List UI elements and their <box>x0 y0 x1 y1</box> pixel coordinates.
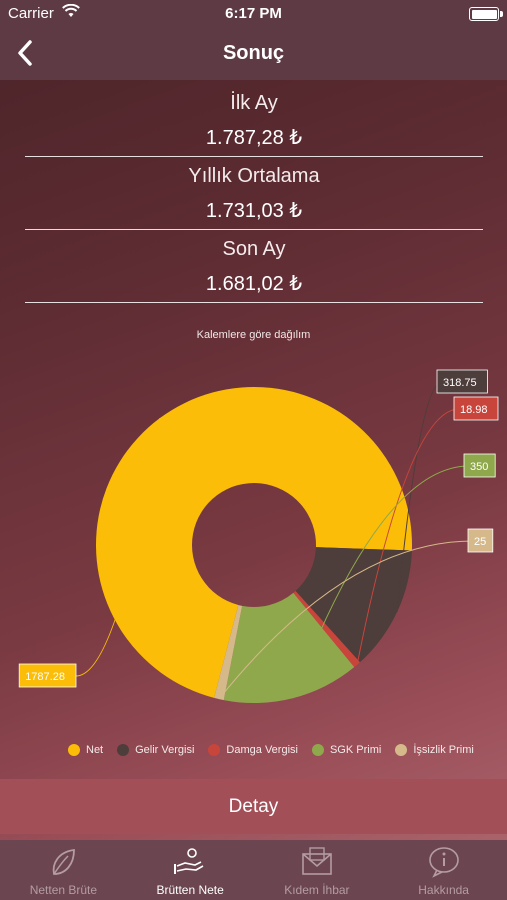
data-label-box <box>18 663 77 688</box>
legend-item: Gelir Vergisi <box>117 744 194 756</box>
data-label-box <box>453 396 499 421</box>
divider <box>25 229 483 230</box>
tab-brutten-nete[interactable]: Brütten Nete <box>127 840 254 900</box>
label-leader-line <box>292 465 470 699</box>
tab-hakkinda[interactable]: Hakkında <box>380 840 507 900</box>
divider <box>25 156 483 157</box>
chart-legend: Net Gelir Vergisi Damga Vergisi SGK Primi İş… <box>68 744 488 756</box>
legend-color-dot <box>208 744 221 756</box>
result-value: 1.731,03 ₺ <box>205 200 303 222</box>
tab-label: Hakkında <box>418 883 469 897</box>
legend-item: Damga Vergisi <box>208 744 298 756</box>
data-label: 18.98 <box>460 404 488 416</box>
data-label: 25 <box>474 536 486 548</box>
data-label: 1787.28 <box>25 671 65 683</box>
result-yearly-average: Yıllık Ortalama 1.731,03 ₺ <box>25 165 483 223</box>
label-leader-line <box>218 540 474 700</box>
result-first-month: İlk Ay 1.787,28 ₺ <box>25 92 483 150</box>
tab-netten-brute[interactable]: Netten Brüte <box>0 840 127 900</box>
data-label: 318.75 <box>443 377 477 389</box>
legend-label: İşsizlik Primi <box>413 744 474 756</box>
result-value: 1.681,02 ₺ <box>205 273 303 295</box>
result-label: Yıllık Ortalama <box>188 165 320 187</box>
legend-label: SGK Primi <box>329 744 382 756</box>
tab-label: Netten Brüte <box>29 883 98 897</box>
battery-icon <box>469 7 503 21</box>
legend-color-dot <box>68 744 80 756</box>
legend-label: Net <box>86 744 104 756</box>
legend-color-dot <box>117 744 130 756</box>
legend-color-dot <box>395 744 408 756</box>
data-label: 350 <box>470 461 488 473</box>
carrier-label: Carrier <box>8 5 54 22</box>
detail-button[interactable]: Detay <box>0 779 507 834</box>
tab-bar: Netten Brüte Brütten Nete Kıdem İhbar Ha… <box>0 840 507 900</box>
distribution-donut-chart: 1787.28 318.75 18.98 350 25 <box>18 369 499 703</box>
result-last-month: Son Ay 1.681,02 ₺ <box>25 238 483 296</box>
pie-slice-net <box>95 386 412 698</box>
back-chevron-icon[interactable] <box>10 36 44 70</box>
tab-kidem-ihbar[interactable]: Kıdem İhbar <box>254 840 381 900</box>
pie-slice-gelir-vergisi <box>295 547 412 663</box>
info-icon <box>428 847 459 878</box>
data-label-box <box>436 369 488 394</box>
chart-title: Kalemlere göre dağılım <box>196 329 311 341</box>
legend-item: Net <box>68 744 103 756</box>
label-leader-line <box>356 408 460 665</box>
result-label: İlk Ay <box>230 92 278 114</box>
page-title: Sonuç <box>222 42 285 64</box>
data-label-box <box>463 453 496 478</box>
divider <box>25 302 483 303</box>
data-label-box <box>467 528 494 553</box>
label-leader-line <box>75 418 161 677</box>
pie-slice-i-şsizlik-primi <box>214 604 243 701</box>
clock: 6:17 PM <box>225 5 282 22</box>
result-label: Son Ay <box>222 238 286 260</box>
result-value: 1.787,28 ₺ <box>205 127 303 149</box>
wifi-icon <box>62 4 80 17</box>
label-leader-line <box>396 381 443 612</box>
leaf-icon <box>53 848 76 875</box>
legend-label: Damga Vergisi <box>226 744 298 756</box>
pie-slice-damga-vergisi <box>293 591 360 668</box>
legend-label: Gelir Vergisi <box>135 744 195 756</box>
status-bar: Carrier 6:17 PM <box>0 0 507 28</box>
legend-color-dot <box>311 744 324 756</box>
pie-slice-sgk-primi <box>223 592 355 703</box>
legend-item: İşsizlik Primi <box>395 744 474 756</box>
tab-label: Kıdem İhbar <box>284 883 350 897</box>
tab-label: Brütten Nete <box>156 883 224 897</box>
envelope-icon <box>302 847 332 875</box>
hand-money-icon <box>174 848 204 874</box>
legend-item: SGK Primi <box>311 744 382 756</box>
navigation-bar: Sonuç <box>0 28 507 80</box>
